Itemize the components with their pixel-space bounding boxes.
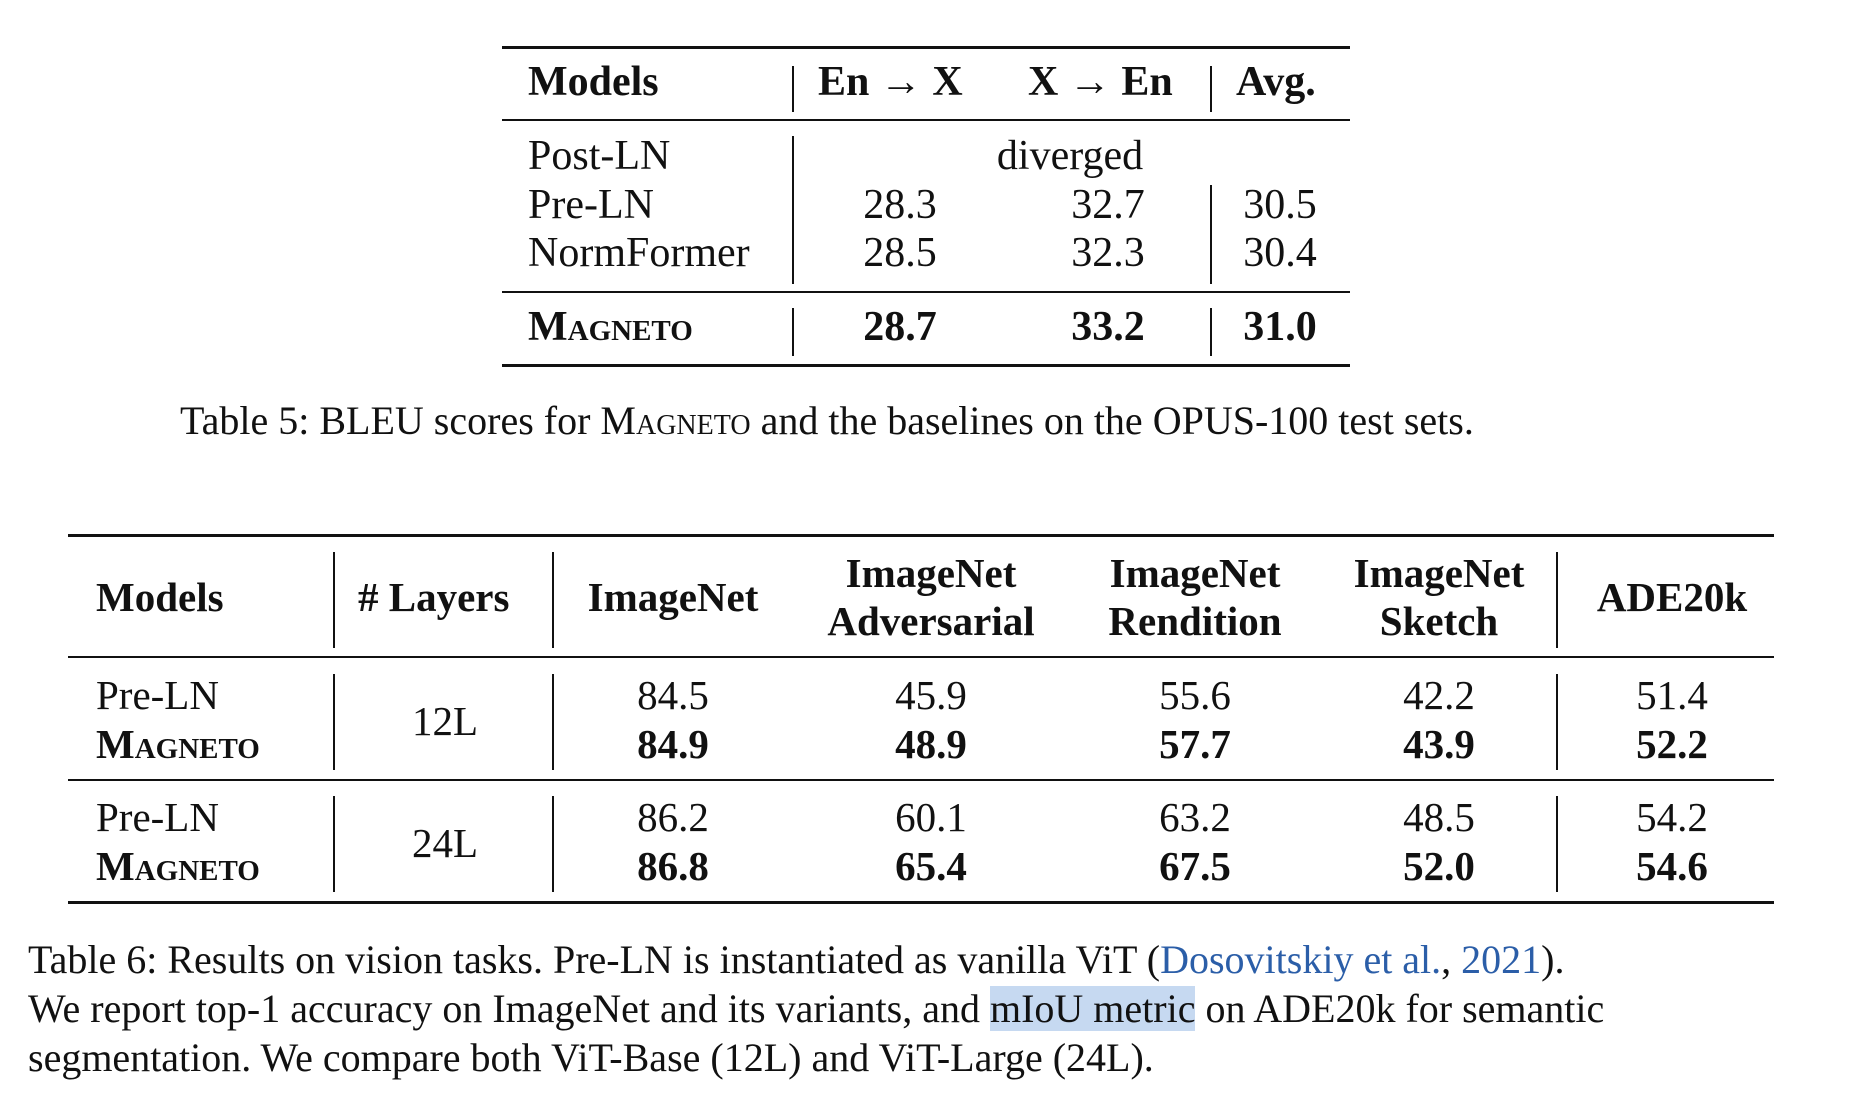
table6-vrule-layers [552,796,554,892]
table5-caption-name: Magneto [600,398,751,443]
table5-row-model-magneto: Magneto [528,304,693,350]
table6-cell-ade20k: 52.2 [1636,721,1708,767]
table5-vrule-avg [1210,66,1212,112]
table6-cell-sketch: 43.9 [1403,721,1475,767]
table6-header-models: Models [96,574,224,620]
table6-vrule-models [333,552,335,648]
table6-cell-rendition: 57.7 [1159,721,1231,767]
table5-header-rule [502,119,1350,121]
table5-cell-en-to-x: 28.5 [863,230,937,276]
table5-vrule-avg [1210,185,1212,284]
table6-vrule-ade [1556,674,1558,770]
citation-link-author[interactable]: Dosovitskiy et al. [1160,937,1442,982]
table5-cell-en-to-x: 28.7 [863,304,937,350]
table6-cell-ade20k: 51.4 [1636,672,1708,718]
highlighted-text[interactable]: mIoU metric [989,986,1196,1031]
table6-vrule-ade [1556,552,1558,648]
table6-cell-adversarial: 65.4 [895,843,967,889]
table5-caption-suffix: and the baselines on the OPUS-100 test s… [750,398,1474,443]
table6-cell-imagenet: 86.8 [637,843,709,889]
table6-header-sketch-line2: Sketch [1379,598,1499,644]
table6-row-model: Pre-LN [96,794,219,840]
table6-header-imagenet: ImageNet [587,574,759,620]
table6-layers-value: 24L [411,820,479,866]
table6-cell-ade20k: 54.6 [1636,843,1708,889]
table6-row-model-magneto: Magneto [96,721,260,767]
table6-vrule-ade [1556,796,1558,892]
table6-caption-line2: We report top-1 accuracy on ImageNet and… [28,984,1604,1033]
table5-bottom-rule [502,364,1350,367]
table5-row-model: Pre-LN [528,182,654,228]
table6-header-rendition-line2: Rendition [1108,598,1282,644]
table5-header-x-to-en: X → En [1028,59,1173,105]
table6-top-rule [68,534,1774,537]
table5-top-rule [502,46,1350,49]
caption-text: We report top-1 accuracy on ImageNet and… [28,986,990,1031]
table6-row-model: Pre-LN [96,672,219,718]
table5-cell-x-to-en: 32.3 [1071,230,1145,276]
table5-diverged-note: diverged [996,133,1144,179]
table6-vrule-models [333,674,335,770]
table5-caption: Table 5: BLEU scores for Magneto and the… [180,396,1474,445]
table6-row-model-magneto: Magneto [96,843,260,889]
caption-text: ). [1541,937,1565,982]
table5-vrule-models [792,66,794,112]
table6-header-ade20k: ADE20k [1596,574,1748,620]
table5-mid-rule [502,291,1350,293]
table6-cell-rendition: 63.2 [1159,794,1231,840]
table6-cell-imagenet: 84.9 [637,721,709,767]
table5-vrule-models [792,308,794,356]
table5-row-model: Post-LN [528,133,671,179]
table6-bottom-rule [68,901,1774,904]
table6-header-rule [68,656,1774,658]
table6-header-adversarial-line2: Adversarial [827,598,1035,644]
table6-caption-line3: segmentation. We compare both ViT-Base (… [28,1035,1154,1080]
table6-cell-adversarial: 45.9 [895,672,967,718]
table6-caption-line1: Table 6: Results on vision tasks. Pre-LN… [28,935,1565,984]
table5-vrule-models [792,136,794,284]
table6-cell-sketch: 52.0 [1403,843,1475,889]
table6-cell-sketch: 48.5 [1403,794,1475,840]
table6-vrule-layers [552,674,554,770]
table5-header-en-to-x: En → X [818,59,963,105]
table6-header-rendition-line1: ImageNet [1109,550,1281,596]
table6-cell-adversarial: 48.9 [895,721,967,767]
table6-vrule-models [333,796,335,892]
table6-cell-sketch: 42.2 [1403,672,1475,718]
table6-header-adversarial-line1: ImageNet [845,550,1017,596]
table6-header-sketch-line1: ImageNet [1353,550,1525,596]
table6-header-layers: # Layers [358,574,510,620]
table6-cell-rendition: 67.5 [1159,843,1231,889]
table5-cell-en-to-x: 28.3 [863,182,937,228]
table5-cell-avg: 31.0 [1243,304,1317,350]
caption-text: , [1441,937,1462,982]
table5-cell-x-to-en: 33.2 [1071,304,1145,350]
table5-header-avg: Avg. [1236,59,1316,105]
table5-cell-avg: 30.5 [1243,182,1317,228]
table5-cell-avg: 30.4 [1243,230,1317,276]
table6-cell-imagenet: 84.5 [637,672,709,718]
table6-cell-imagenet: 86.2 [637,794,709,840]
table6-layers-value: 12L [411,698,479,744]
table6-vrule-layers [552,552,554,648]
table5-header-models: Models [528,59,659,105]
table5-cell-x-to-en: 32.7 [1071,182,1145,228]
table6-cell-ade20k: 54.2 [1636,794,1708,840]
table5-vrule-avg [1210,308,1212,356]
table6-group-rule [68,779,1774,781]
table5-caption-prefix: Table 5: BLEU scores for [180,398,601,443]
table6-cell-rendition: 55.6 [1159,672,1231,718]
table5-row-model: NormFormer [528,230,750,276]
table6-cell-adversarial: 60.1 [895,794,967,840]
caption-text: on ADE20k for semantic [1195,986,1605,1031]
citation-link-year[interactable]: 2021 [1461,937,1542,982]
caption-text: Table 6: Results on vision tasks. Pre-LN… [28,937,1161,982]
